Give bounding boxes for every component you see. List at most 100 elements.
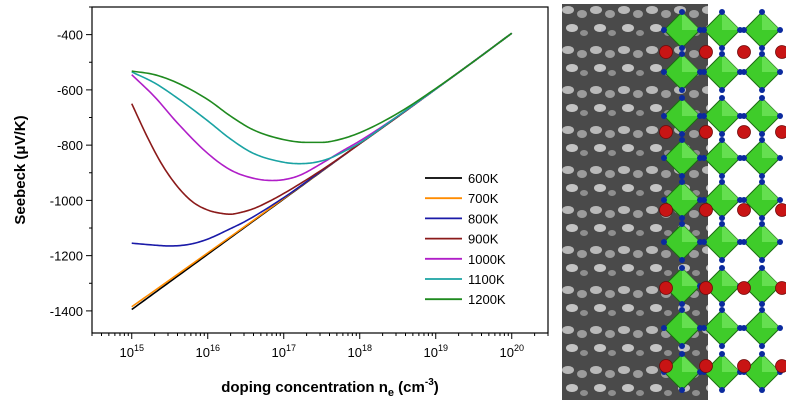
- oxygen-atom: [679, 137, 685, 143]
- oxygen-atom: [719, 257, 725, 263]
- oxygen-atom: [719, 9, 725, 15]
- oxygen-atom: [701, 69, 707, 75]
- oxygen-atom: [701, 239, 707, 245]
- octahedron-face: [722, 12, 740, 30]
- octahedron-face: [682, 182, 700, 200]
- octahedron-face: [722, 140, 740, 158]
- oxygen-atom: [759, 215, 765, 221]
- crystal-structure-overlay: [659, 9, 786, 393]
- octahedron-face: [762, 98, 780, 116]
- oxygen-atom: [679, 257, 685, 263]
- oxygen-atom: [679, 221, 685, 227]
- oxygen-atom: [679, 9, 685, 15]
- oxygen-atom: [777, 197, 783, 203]
- oxygen-atom: [719, 265, 725, 271]
- oxygen-atom: [719, 137, 725, 143]
- y-tick-label: -1400: [50, 304, 83, 319]
- oxygen-atom: [679, 51, 685, 57]
- oxygen-atom: [759, 351, 765, 357]
- series-line-1100K: [131, 32, 513, 165]
- octahedron-face: [762, 224, 780, 242]
- octahedron-face: [762, 268, 780, 286]
- oxygen-atom: [759, 265, 765, 271]
- series-line-800K: [131, 32, 513, 247]
- oxygen-atom: [759, 87, 765, 93]
- oxygen-atom: [719, 179, 725, 185]
- oxygen-atom: [719, 215, 725, 221]
- cation-atom: [775, 125, 786, 139]
- legend-label: 700K: [468, 191, 499, 206]
- x-tick-label: 1019: [423, 343, 447, 360]
- legend-label: 800K: [468, 211, 499, 226]
- series-lines: [131, 32, 513, 311]
- oxygen-atom: [701, 113, 707, 119]
- cation-atom: [775, 281, 786, 295]
- oxygen-atom: [741, 69, 747, 75]
- cation-atom: [737, 359, 751, 373]
- oxygen-atom: [719, 351, 725, 357]
- y-tick-label: -1200: [50, 249, 83, 264]
- oxygen-atom: [719, 173, 725, 179]
- cation-atom: [775, 359, 786, 373]
- oxygen-atom: [759, 95, 765, 101]
- octahedron-face: [722, 224, 740, 242]
- oxygen-atom: [719, 45, 725, 51]
- x-tick-label: 1015: [119, 343, 143, 360]
- oxygen-atom: [719, 51, 725, 57]
- cation-atom: [659, 45, 673, 59]
- oxygen-atom: [679, 301, 685, 307]
- oxygen-atom: [719, 301, 725, 307]
- cation-atom: [775, 203, 786, 217]
- legend-label: 1200K: [468, 292, 506, 307]
- oxygen-atom: [679, 387, 685, 393]
- cation-atom: [699, 45, 713, 59]
- oxygen-atom: [719, 131, 725, 137]
- oxygen-atom: [759, 301, 765, 307]
- oxygen-atom: [759, 221, 765, 227]
- x-tick-label: 1018: [347, 343, 371, 360]
- oxygen-atom: [661, 155, 667, 161]
- oxygen-atom: [719, 95, 725, 101]
- oxygen-atom: [661, 113, 667, 119]
- octahedron-face: [682, 98, 700, 116]
- oxygen-atom: [679, 215, 685, 221]
- series-line-900K: [131, 32, 513, 215]
- cation-atom: [659, 281, 673, 295]
- oxygen-atom: [701, 325, 707, 331]
- octahedron-face: [762, 140, 780, 158]
- oxygen-atom: [701, 155, 707, 161]
- oxygen-atom: [759, 179, 765, 185]
- oxygen-atom: [679, 343, 685, 349]
- y-tick-label: -600: [57, 83, 83, 98]
- oxygen-atom: [759, 387, 765, 393]
- cation-atom: [737, 45, 751, 59]
- stem-crystal-image: [562, 4, 786, 400]
- oxygen-atom: [741, 27, 747, 33]
- oxygen-atom: [679, 45, 685, 51]
- legend-label: 1000K: [468, 252, 506, 267]
- cation-atom: [659, 125, 673, 139]
- oxygen-atom: [759, 45, 765, 51]
- y-tick-label: -400: [57, 28, 83, 43]
- oxygen-atom: [679, 87, 685, 93]
- oxygen-atom: [679, 95, 685, 101]
- oxygen-atom: [701, 27, 707, 33]
- oxygen-atom: [719, 343, 725, 349]
- oxygen-atom: [719, 221, 725, 227]
- octahedron-face: [682, 224, 700, 242]
- cation-atom: [737, 203, 751, 217]
- octahedron-face: [722, 98, 740, 116]
- oxygen-atom: [679, 131, 685, 137]
- x-axis-title: doping concentration ne (cm-3): [221, 377, 439, 399]
- oxygen-atom: [759, 343, 765, 349]
- oxygen-atom: [661, 69, 667, 75]
- oxygen-atom: [759, 51, 765, 57]
- oxygen-atom: [679, 179, 685, 185]
- legend-label: 600K: [468, 171, 499, 186]
- octahedron-face: [722, 354, 740, 372]
- oxygen-atom: [759, 131, 765, 137]
- cation-atom: [659, 203, 673, 217]
- oxygen-atom: [679, 173, 685, 179]
- octahedron-face: [762, 182, 780, 200]
- cation-atom: [737, 281, 751, 295]
